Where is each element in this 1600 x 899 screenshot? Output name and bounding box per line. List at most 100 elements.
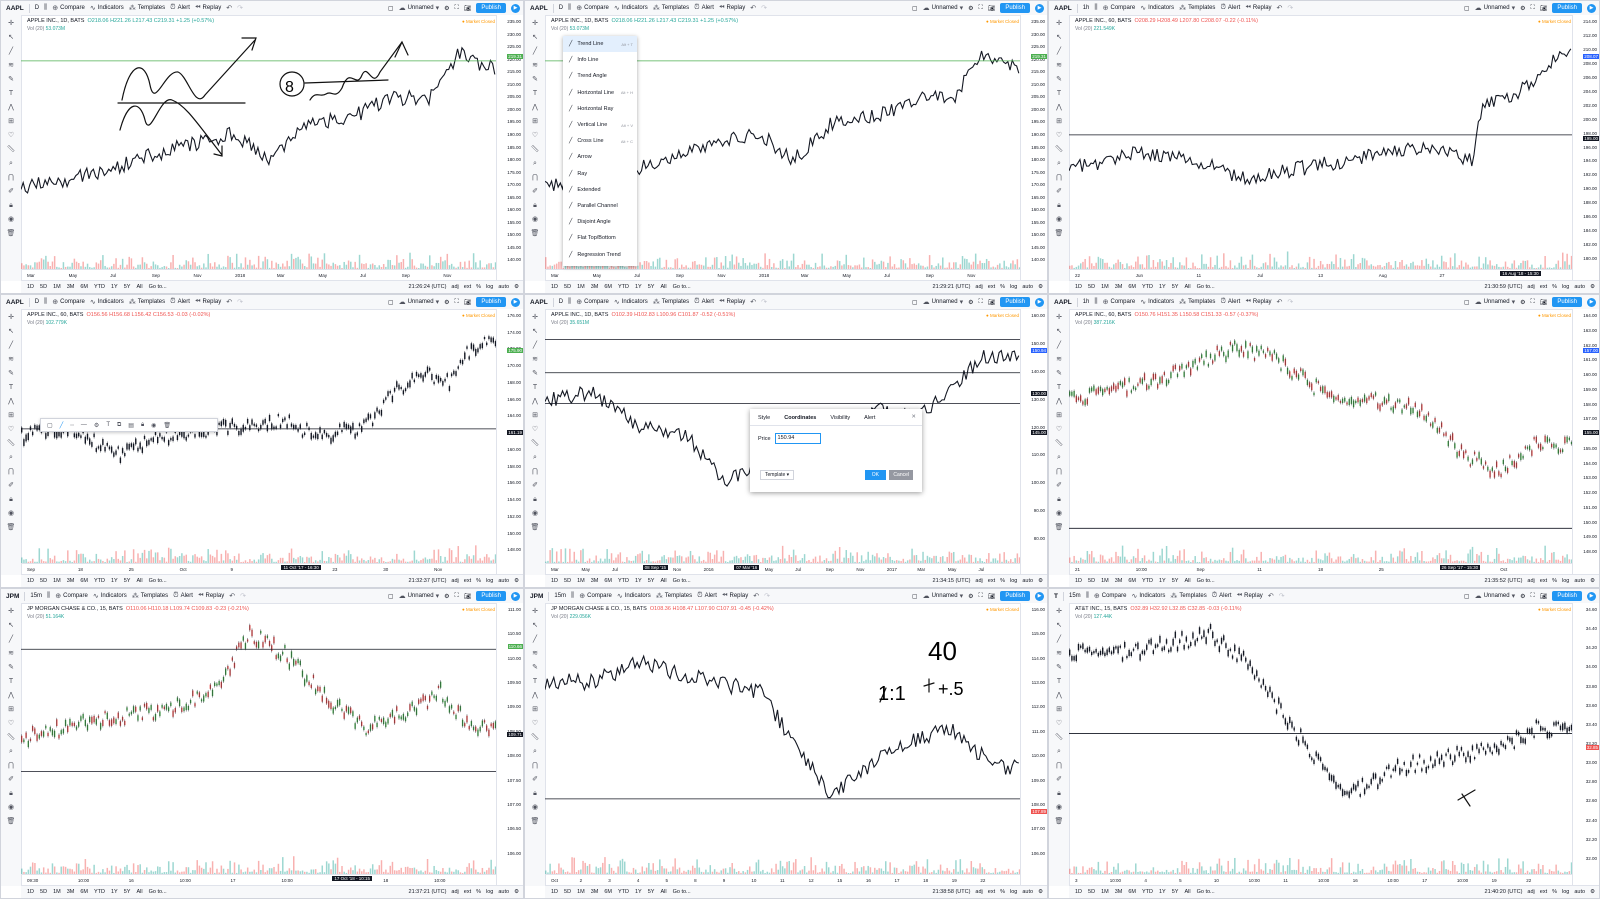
range-5y-button[interactable]: 5Y (123, 578, 131, 584)
cursor-icon[interactable]: ↖ (532, 328, 538, 335)
templates-button[interactable]: ⁂ Templates (656, 592, 692, 600)
heart-icon[interactable]: ♡ (531, 720, 539, 727)
axis-auto-toggle[interactable]: auto (1022, 284, 1034, 290)
indicators-button[interactable]: ∿ Indicators (90, 298, 124, 306)
interval-selector[interactable]: 1h (1082, 5, 1090, 11)
close-icon[interactable]: ✕ (911, 414, 916, 420)
goto-button[interactable]: Go to... (148, 889, 167, 895)
lock-icon[interactable]: 🔒︎ (533, 496, 537, 503)
range-ytd-button[interactable]: YTD (617, 889, 629, 895)
publish-button[interactable]: Publish (1552, 3, 1582, 13)
price-axis[interactable]: 235.00 230.00 225.00 220.00 215.00 210.00 205.… (1020, 15, 1047, 281)
axis-adj-toggle[interactable]: adj (975, 578, 983, 584)
gear-icon[interactable]: ⚙ (1038, 578, 1043, 584)
range-all-button[interactable]: All (660, 578, 667, 584)
symbol-search[interactable]: AAPL (6, 4, 24, 12)
fib-icon[interactable]: ≋ (532, 650, 538, 657)
axis-percent-toggle[interactable]: % (476, 889, 481, 895)
axis-auto-toggle[interactable]: auto (498, 578, 510, 584)
text-icon[interactable]: T (1056, 90, 1062, 97)
axis-adj-toggle[interactable]: adj (1527, 284, 1535, 290)
publish-button[interactable]: Publish (1000, 3, 1030, 13)
range-1y-button[interactable]: 1Y (110, 889, 118, 895)
axis-log-toggle[interactable]: log (1562, 578, 1570, 584)
menu-item-extended[interactable]: ╱ Extended (563, 182, 637, 198)
range-ytd-button[interactable]: YTD (1141, 284, 1153, 290)
lock-icon[interactable]: 🔒︎ (9, 790, 13, 797)
prediction-icon[interactable]: ⊞ (1056, 118, 1062, 125)
eye-icon[interactable]: ◉ (531, 804, 539, 811)
indicators-button[interactable]: ∿ Indicators (1131, 592, 1165, 600)
range-1y-button[interactable]: 1Y (1158, 578, 1166, 584)
range-ytd-button[interactable]: YTD (1141, 578, 1153, 584)
range-6m-button[interactable]: 6M (604, 578, 612, 584)
text-icon[interactable]: T (1056, 678, 1062, 685)
redo-button[interactable]: ↷ (240, 592, 246, 600)
price-axis[interactable]: 160.00 150.00 140.00 130.00 120.00 110.00 100.… (1020, 309, 1047, 575)
candles-plot[interactable] (1069, 603, 1573, 875)
ruler-icon[interactable]: 📏︎ (1054, 146, 1064, 153)
save-layout-button[interactable]: ☁︎ Unnamed ▾ (399, 298, 440, 306)
price-chart[interactable] (21, 603, 497, 875)
axis-log-toggle[interactable]: log (1562, 284, 1570, 290)
range-1y-button[interactable]: 1Y (634, 284, 642, 290)
candles-plot[interactable] (545, 603, 1021, 875)
eye-icon[interactable]: ◉ (1055, 804, 1063, 811)
range-all-button[interactable]: All (136, 284, 143, 290)
undo-button[interactable]: ↶ (1277, 4, 1283, 12)
candles-plot[interactable] (21, 603, 497, 875)
axis-percent-toggle[interactable]: % (1552, 284, 1557, 290)
time-axis[interactable]: Oct 2 3 4 5 8 9 10 11 12 15 16 17 18 19 22 (545, 874, 1021, 886)
candles-plot[interactable] (1069, 309, 1573, 564)
pencil-lock-icon[interactable]: ✐ (532, 776, 538, 783)
play-icon[interactable]: ▶ (1587, 591, 1596, 601)
alert-button[interactable]: ⏰︎ Alert (694, 298, 714, 306)
text-icon[interactable]: T (8, 384, 14, 391)
range-5y-button[interactable]: 5Y (1171, 284, 1179, 290)
interval-selector[interactable]: 15m (554, 593, 567, 599)
range-6m-button[interactable]: 6M (604, 889, 612, 895)
range-all-button[interactable]: All (1184, 889, 1191, 895)
zoom-icon[interactable]: ⌕ (9, 160, 13, 167)
trash-icon[interactable]: 🗑︎ (163, 422, 172, 429)
axis-auto-toggle[interactable]: auto (498, 889, 510, 895)
eye-icon[interactable]: ◉ (7, 216, 15, 223)
camera-icon[interactable]: 📷︎ (987, 299, 996, 306)
time-axis[interactable]: Sep 18 25 Oct 9 11 Oct '17 - 16:30 23 30 Nov (21, 563, 497, 575)
fib-icon[interactable]: ≋ (8, 62, 14, 69)
heart-icon[interactable]: ♡ (1055, 426, 1063, 433)
fullscreen-icon[interactable]: ⛶ (978, 298, 983, 305)
redo-button[interactable]: ↷ (237, 4, 243, 12)
magnet-icon[interactable]: ⋂ (532, 174, 538, 181)
chart-style-button[interactable]: ⫼ (1094, 4, 1097, 12)
range-5d-button[interactable]: 5D (40, 284, 48, 290)
fullscreen-icon[interactable]: ⛶ (978, 592, 983, 599)
fib-icon[interactable]: ≋ (532, 356, 538, 363)
range-all-button[interactable]: All (136, 889, 143, 895)
axis-ext-toggle[interactable]: ext (987, 284, 996, 290)
range-1y-button[interactable]: 1Y (1158, 889, 1166, 895)
brush-icon[interactable]: ✎ (1056, 370, 1062, 377)
fullscreen-icon[interactable]: ⛶ (454, 298, 459, 305)
ruler-icon[interactable]: 📏︎ (530, 440, 540, 447)
pattern-icon[interactable]: ⋀ (8, 104, 14, 111)
time-axis[interactable]: Mar May Jul 08 Sep '15 Nov 2016 07 Mar '16 May J… (545, 563, 1021, 575)
trend-line-icon[interactable]: ╱ (8, 48, 14, 55)
axis-percent-toggle[interactable]: % (1552, 578, 1557, 584)
range-6m-button[interactable]: 6M (1128, 889, 1136, 895)
goto-button[interactable]: Go to... (672, 284, 691, 290)
range-6m-button[interactable]: 6M (604, 284, 612, 290)
camera-icon[interactable]: 📷︎ (987, 593, 996, 600)
cursor-icon[interactable]: ↖ (1056, 622, 1062, 629)
layout-icon[interactable]: ▢ (1463, 5, 1470, 12)
brush-icon[interactable]: ✎ (1056, 664, 1062, 671)
axis-auto-toggle[interactable]: auto (1574, 284, 1586, 290)
range-5y-button[interactable]: 5Y (647, 889, 655, 895)
magnet-icon[interactable]: ⋂ (8, 174, 14, 181)
zoom-icon[interactable]: ⌕ (533, 454, 537, 461)
replay-button[interactable]: ⏪︎ Replay (1245, 298, 1271, 306)
range-ytd-button[interactable]: YTD (93, 284, 105, 290)
axis-log-toggle[interactable]: log (486, 284, 494, 290)
range-1y-button[interactable]: 1Y (634, 889, 642, 895)
range-all-button[interactable]: All (1184, 578, 1191, 584)
